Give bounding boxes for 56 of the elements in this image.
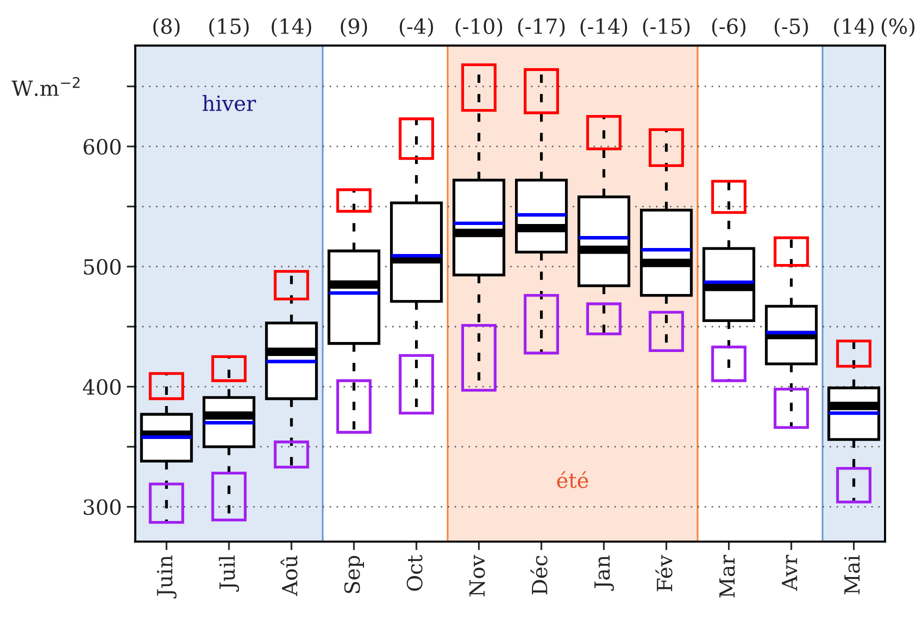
bar [274, 440, 310, 469]
x-tick-label: Aoû [280, 556, 298, 596]
bar [774, 236, 809, 267]
bar [336, 379, 372, 434]
bar [461, 63, 497, 112]
text: (-5) [774, 18, 808, 38]
bar [648, 128, 684, 168]
y-tick-label: 600 [84, 138, 121, 155]
bar [524, 68, 560, 114]
bar [398, 117, 434, 160]
text: (-4) [400, 18, 434, 38]
bar [148, 372, 184, 400]
bar [524, 294, 560, 354]
band-label: été [557, 471, 588, 488]
bar [774, 388, 809, 429]
y-tick-label: 500 [84, 259, 121, 275]
text: (-15) [643, 18, 690, 38]
text: (-10) [456, 18, 502, 38]
bar [461, 324, 497, 392]
x-tick-label: Sep [344, 556, 364, 594]
x-tick-label: Mai [844, 555, 860, 594]
text: (-6) [712, 18, 746, 38]
bar [274, 270, 310, 300]
y-axis-title: W.m$^{−2}$ [12, 76, 80, 96]
y-tick-label: 400 [82, 379, 121, 395]
bar [336, 188, 372, 213]
text: (14) [834, 18, 874, 38]
x-tick-label: Mar [719, 554, 735, 598]
text: (-17) [518, 18, 565, 38]
x-tick-label: Jan [594, 555, 614, 591]
bar [711, 180, 746, 214]
text: (15) [209, 18, 249, 38]
text: (14) [272, 18, 312, 38]
bar [586, 115, 622, 150]
bar [836, 466, 872, 504]
text: (-14) [580, 18, 628, 38]
x-tick-label: Avr [782, 554, 798, 591]
x-tick-label: Nov [469, 554, 485, 596]
text: (%) [882, 18, 914, 38]
x-tick-label: Juin [156, 555, 177, 598]
bar [648, 310, 684, 352]
bar [398, 354, 434, 414]
x-tick-label: Déc [530, 556, 548, 594]
text: (8) [153, 18, 180, 38]
x-tick-label: Fév [655, 554, 672, 592]
x-tick-label: Oct [406, 554, 422, 591]
text: (9) [340, 18, 368, 38]
bar [211, 472, 247, 522]
x-tick-label: Juil [218, 555, 240, 592]
y-tick-label: 300 [84, 499, 121, 516]
bar [148, 482, 184, 524]
bar [586, 302, 622, 336]
band-label: hiver [202, 95, 256, 112]
bar [711, 346, 746, 382]
bar [836, 340, 872, 368]
bar [211, 355, 247, 382]
